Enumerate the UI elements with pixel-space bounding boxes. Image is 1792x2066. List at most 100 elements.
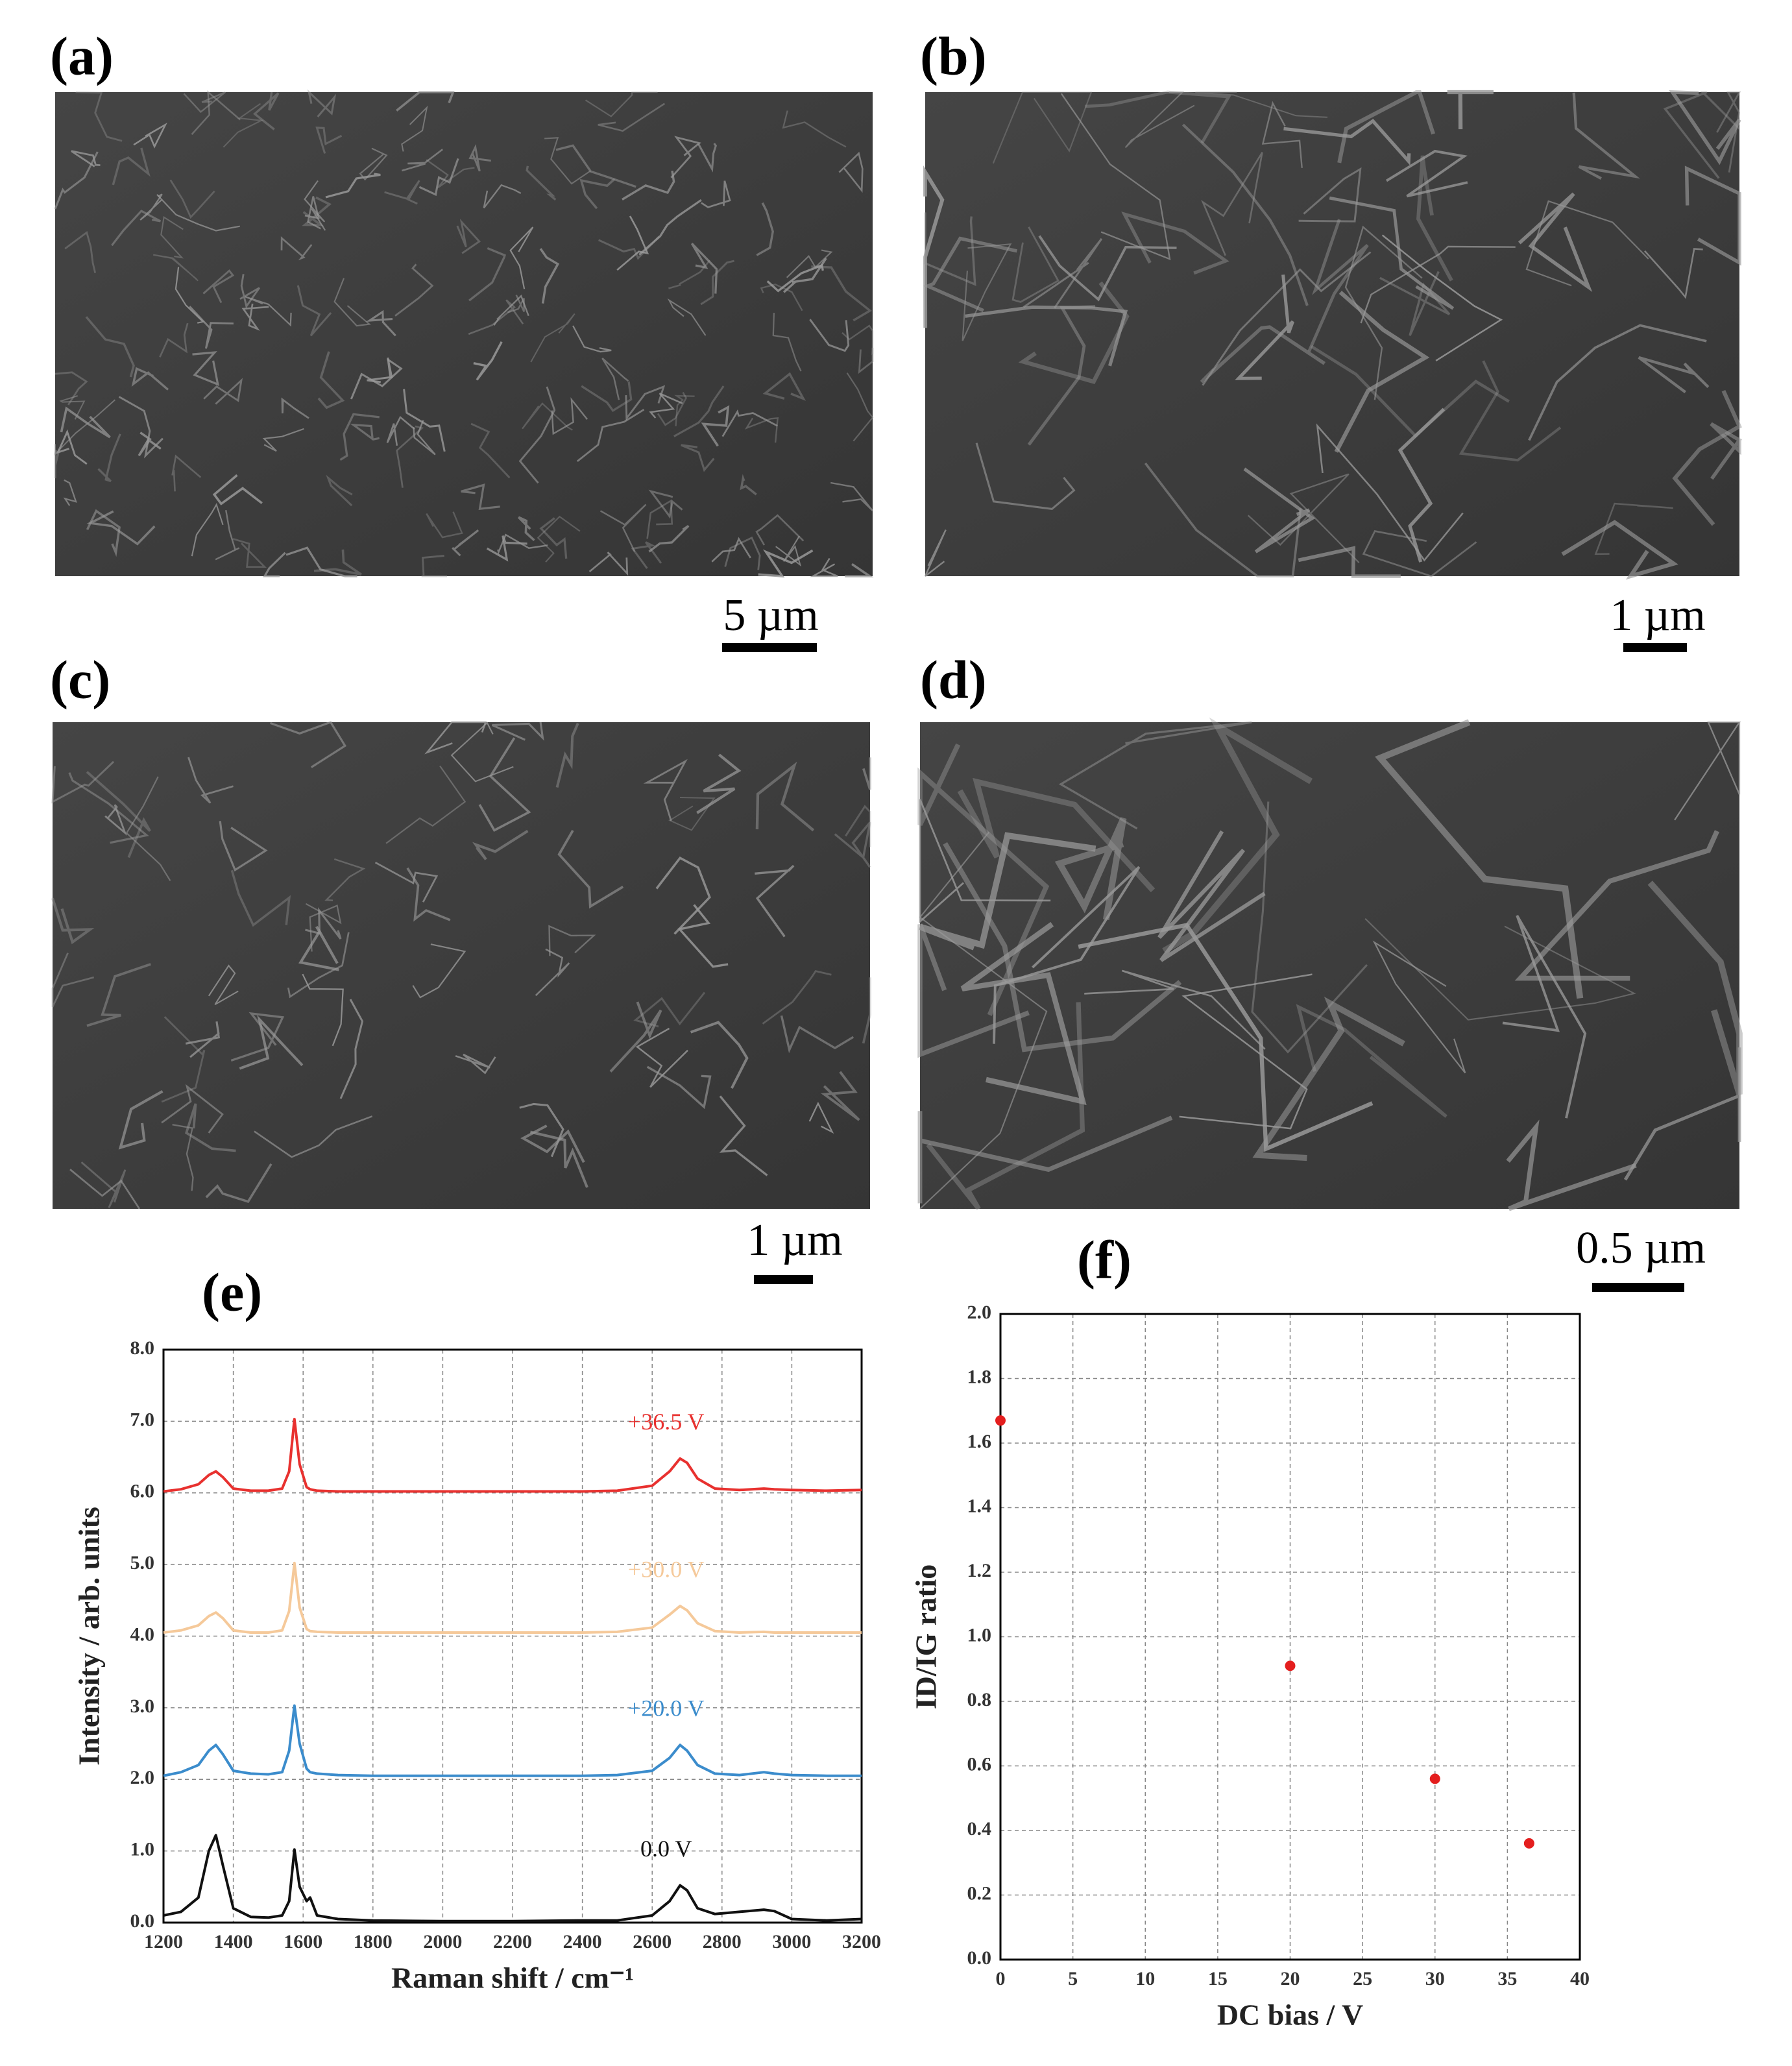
sem-edge xyxy=(1447,90,1494,130)
data-point xyxy=(1429,1773,1440,1784)
sem-edge xyxy=(674,395,695,426)
sem-edge xyxy=(830,481,873,511)
y-axis-label: Intensity / arb. units xyxy=(73,1507,106,1766)
sem-edge xyxy=(1162,717,1313,954)
sem-edge xyxy=(598,236,660,260)
y-tick-label: 0.4 xyxy=(967,1818,992,1840)
sem-edge xyxy=(507,295,525,313)
sem-edge xyxy=(522,402,573,431)
sem-edge xyxy=(648,524,690,553)
sem-edge xyxy=(183,91,226,114)
sem-edge xyxy=(993,866,1141,1044)
sem-edge xyxy=(302,196,332,226)
sem-edge xyxy=(609,1001,662,1073)
spectrum-line xyxy=(163,1418,862,1493)
sem-edge xyxy=(305,903,342,952)
sem-edge xyxy=(86,963,151,1027)
x-tick-label: 40 xyxy=(1570,1968,1590,1989)
sem-edge xyxy=(452,529,479,557)
sem-edge xyxy=(690,1021,749,1089)
sem-edge xyxy=(690,243,718,294)
sem-edge xyxy=(992,91,1093,164)
sem-edge xyxy=(638,199,702,256)
sem-edge xyxy=(396,425,424,488)
sem-edge xyxy=(456,219,481,254)
sem-edge xyxy=(1023,237,1103,309)
sem-edge xyxy=(943,842,1182,1052)
sem-edge xyxy=(756,202,774,256)
sem-edge xyxy=(919,831,1048,1209)
sem-edge xyxy=(175,267,205,324)
sem-edge xyxy=(924,212,976,286)
sem-edge xyxy=(64,230,97,273)
sem-edge xyxy=(472,829,529,860)
sem-edge xyxy=(1528,324,1707,441)
sem-edge xyxy=(572,325,612,353)
sem-edge xyxy=(758,549,814,578)
sem-edge xyxy=(1202,251,1372,386)
sem-edge xyxy=(1251,801,1368,1054)
sem-texture xyxy=(917,717,1743,1211)
sem-edge xyxy=(232,538,267,568)
sem-edge xyxy=(131,367,169,391)
sem-edge xyxy=(241,303,269,331)
sem-edge xyxy=(696,753,742,814)
sem-edge xyxy=(384,180,420,205)
x-tick-label: 30 xyxy=(1425,1968,1445,1989)
sem-edge xyxy=(85,316,135,378)
sem-edge xyxy=(125,776,171,881)
sem-edge xyxy=(509,226,534,289)
sem-edge xyxy=(51,897,95,945)
y-tick-label: 7.0 xyxy=(130,1409,155,1430)
sem-edge xyxy=(740,474,757,496)
sem-edge xyxy=(530,313,575,363)
sem-edge xyxy=(1085,90,1231,144)
y-axis-label: ID/IG ratio xyxy=(910,1564,943,1710)
sem-edge xyxy=(138,431,162,457)
sem-edge xyxy=(1243,467,1316,553)
sem-edge xyxy=(926,1002,1085,1211)
x-axis-label: DC bias / V xyxy=(1217,1999,1363,2032)
sem-edge xyxy=(281,397,309,419)
sem-edge xyxy=(646,1065,712,1110)
sem-edge xyxy=(557,829,624,909)
sem-edge xyxy=(808,1101,834,1134)
sem-edge xyxy=(497,533,548,555)
sem-edge xyxy=(325,173,381,199)
x-tick-label: 2600 xyxy=(633,1931,672,1952)
sem-edge xyxy=(468,247,507,302)
sem-edge xyxy=(350,423,380,441)
sem-edge xyxy=(576,409,645,462)
y-tick-label: 4.0 xyxy=(130,1623,155,1645)
sem-edge xyxy=(625,385,666,421)
sem-edge xyxy=(1647,881,1743,1095)
scale-bar-label: 0.5 µm xyxy=(1576,1223,1706,1273)
sem-edge xyxy=(588,552,629,576)
sem-edge xyxy=(1058,721,1252,830)
sem-edge xyxy=(846,372,874,442)
y-tick-label: 2.0 xyxy=(130,1767,155,1788)
sem-edge xyxy=(755,864,795,938)
y-tick-label: 6.0 xyxy=(130,1481,155,1502)
series-label: +30.0 V xyxy=(628,1556,705,1582)
sem-edge xyxy=(153,254,199,282)
sem-edge xyxy=(631,541,662,569)
sem-edge xyxy=(133,123,167,149)
sem-edge xyxy=(192,351,219,386)
y-tick-label: 1.2 xyxy=(967,1560,992,1581)
sem-edge xyxy=(845,563,874,577)
sem-edge xyxy=(315,127,343,154)
sem-edge xyxy=(230,869,291,927)
sem-edge xyxy=(394,263,434,317)
sem-edge xyxy=(374,862,439,903)
series-label: 0.0 V xyxy=(640,1836,692,1862)
panel-label: (b) xyxy=(920,26,987,86)
sem-edge xyxy=(367,358,393,383)
sem-edge xyxy=(189,306,234,349)
sem-edge xyxy=(657,392,687,426)
sem-edge xyxy=(1644,248,1703,299)
sem-edge xyxy=(1716,91,1741,173)
sem-edge xyxy=(160,215,184,259)
sem-edge xyxy=(711,537,751,563)
